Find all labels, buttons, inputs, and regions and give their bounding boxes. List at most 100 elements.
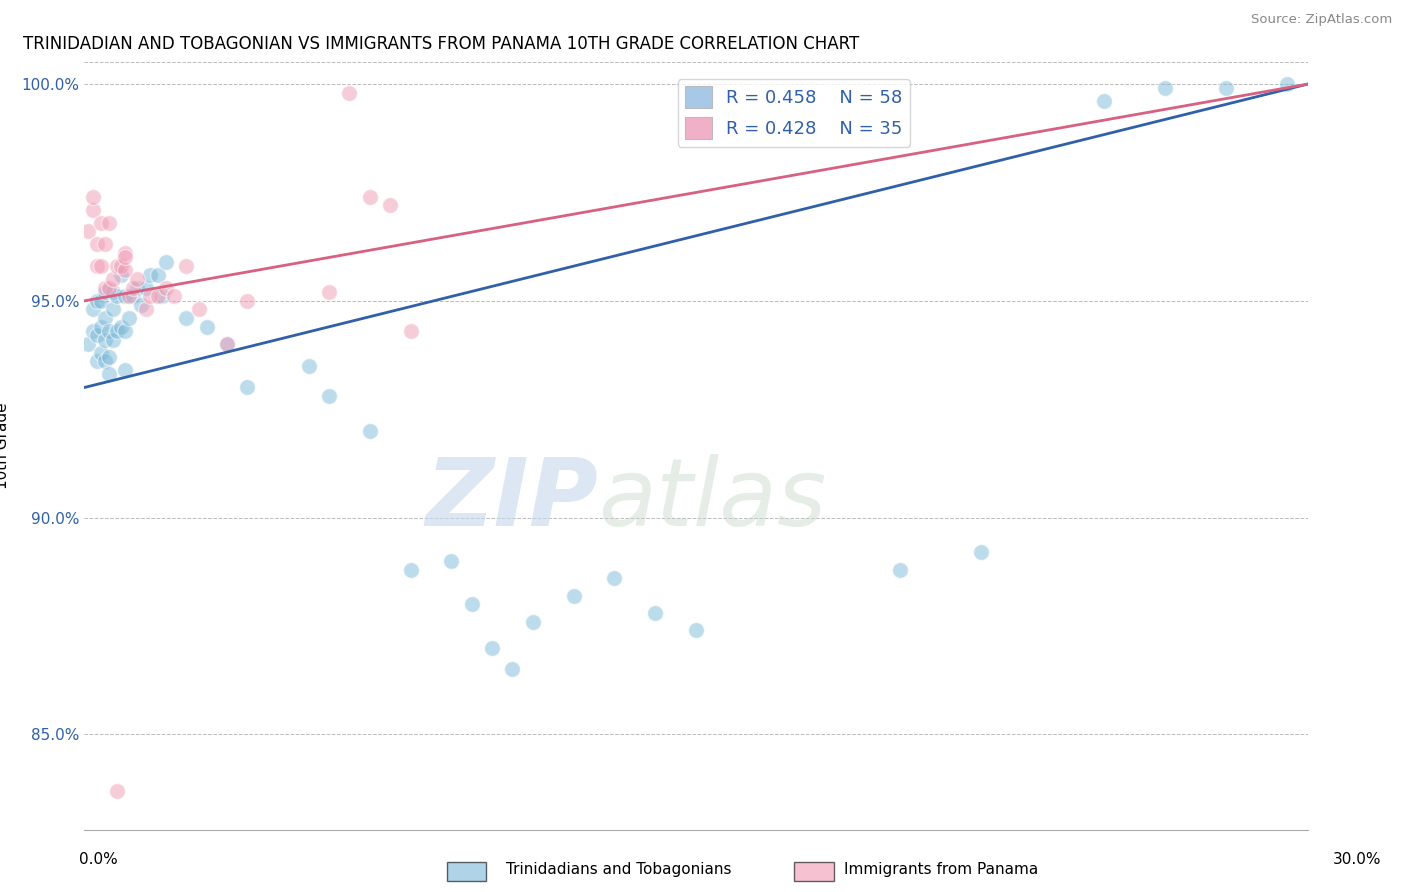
- Point: [110, 268, 132, 282]
- Point: [138, 268, 160, 282]
- Point: [110, 259, 132, 273]
- Point: [217, 337, 239, 351]
- Point: [114, 246, 136, 260]
- Point: [138, 289, 160, 303]
- Point: [101, 333, 124, 347]
- Point: [155, 281, 177, 295]
- Point: [399, 324, 422, 338]
- Point: [86, 354, 108, 368]
- Point: [86, 328, 108, 343]
- Point: [82, 190, 104, 204]
- Point: [101, 285, 124, 300]
- Point: [97, 324, 120, 338]
- Point: [101, 272, 124, 286]
- Point: [105, 783, 128, 797]
- Point: [359, 190, 381, 204]
- Point: [122, 281, 145, 295]
- Point: [97, 281, 120, 295]
- Point: [82, 202, 104, 217]
- Text: atlas: atlas: [598, 454, 827, 545]
- Point: [118, 311, 141, 326]
- Point: [90, 346, 112, 360]
- Point: [86, 259, 108, 273]
- Point: [603, 571, 626, 585]
- Point: [502, 662, 524, 676]
- Point: [195, 319, 218, 334]
- Point: [127, 281, 149, 295]
- Text: Source: ZipAtlas.com: Source: ZipAtlas.com: [1251, 13, 1392, 27]
- Text: 0.0%: 0.0%: [79, 852, 118, 867]
- Point: [236, 380, 259, 394]
- Point: [90, 216, 112, 230]
- Point: [380, 198, 402, 212]
- Y-axis label: 10th Grade: 10th Grade: [0, 402, 10, 490]
- Point: [155, 255, 177, 269]
- Point: [97, 350, 120, 364]
- Point: [135, 281, 157, 295]
- Point: [97, 216, 120, 230]
- Point: [90, 293, 112, 308]
- Text: TRINIDADIAN AND TOBAGONIAN VS IMMIGRANTS FROM PANAMA 10TH GRADE CORRELATION CHAR: TRINIDADIAN AND TOBAGONIAN VS IMMIGRANTS…: [22, 35, 859, 53]
- Point: [105, 259, 128, 273]
- Point: [146, 268, 169, 282]
- Point: [97, 368, 120, 382]
- Point: [217, 337, 239, 351]
- Point: [93, 285, 115, 300]
- Point: [118, 289, 141, 303]
- Point: [163, 289, 186, 303]
- Point: [114, 263, 136, 277]
- Point: [93, 281, 115, 295]
- Text: Trinidadians and Tobagonians: Trinidadians and Tobagonians: [506, 863, 731, 877]
- Text: 30.0%: 30.0%: [1333, 852, 1381, 867]
- Point: [562, 589, 585, 603]
- Point: [93, 237, 115, 252]
- Point: [105, 289, 128, 303]
- Point: [298, 359, 321, 373]
- Point: [146, 289, 169, 303]
- Point: [82, 302, 104, 317]
- Point: [90, 259, 112, 273]
- Point: [105, 324, 128, 338]
- Point: [481, 640, 503, 655]
- Point: [135, 302, 157, 317]
- Point: [399, 562, 422, 576]
- Point: [114, 324, 136, 338]
- Point: [131, 298, 153, 312]
- Point: [461, 597, 484, 611]
- Point: [187, 302, 209, 317]
- Point: [522, 615, 544, 629]
- Legend: R = 0.458    N = 58, R = 0.428    N = 35: R = 0.458 N = 58, R = 0.428 N = 35: [678, 79, 910, 146]
- Point: [970, 545, 993, 559]
- Point: [318, 285, 340, 300]
- Point: [1277, 77, 1299, 91]
- Point: [1092, 95, 1115, 109]
- Point: [236, 293, 259, 308]
- Point: [318, 389, 340, 403]
- Point: [77, 337, 100, 351]
- Point: [114, 289, 136, 303]
- Point: [127, 272, 149, 286]
- Point: [889, 562, 911, 576]
- Point: [86, 237, 108, 252]
- Text: ZIP: ZIP: [425, 454, 598, 546]
- Point: [174, 259, 197, 273]
- Point: [86, 293, 108, 308]
- Point: [110, 319, 132, 334]
- Point: [440, 554, 463, 568]
- Point: [644, 606, 666, 620]
- Point: [93, 354, 115, 368]
- Point: [114, 251, 136, 265]
- Point: [359, 424, 381, 438]
- Point: [685, 623, 707, 637]
- Point: [82, 324, 104, 338]
- Point: [90, 319, 112, 334]
- Point: [122, 289, 145, 303]
- Point: [174, 311, 197, 326]
- Point: [93, 333, 115, 347]
- Text: Immigrants from Panama: Immigrants from Panama: [844, 863, 1038, 877]
- Point: [114, 363, 136, 377]
- Point: [77, 224, 100, 238]
- Point: [1215, 81, 1237, 95]
- Point: [150, 289, 173, 303]
- Point: [339, 86, 361, 100]
